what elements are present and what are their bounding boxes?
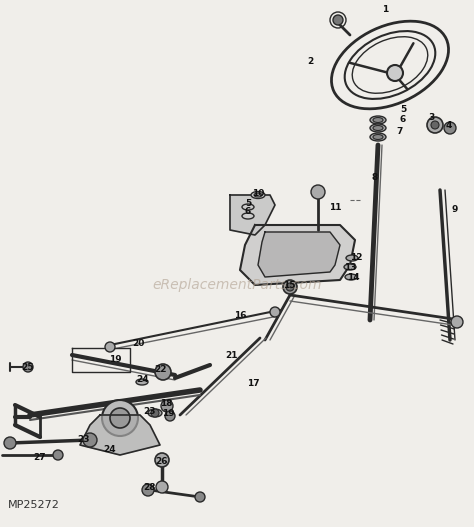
Polygon shape — [240, 225, 355, 285]
Polygon shape — [80, 415, 160, 455]
Circle shape — [102, 400, 138, 436]
Polygon shape — [258, 232, 340, 277]
Circle shape — [53, 450, 63, 460]
Text: 16: 16 — [234, 310, 246, 319]
Polygon shape — [230, 195, 275, 235]
Text: 4: 4 — [446, 121, 452, 130]
Circle shape — [311, 185, 325, 199]
Text: 5: 5 — [400, 105, 406, 114]
Text: 7: 7 — [397, 126, 403, 135]
Circle shape — [155, 364, 171, 380]
Text: 6: 6 — [400, 115, 406, 124]
Text: 28: 28 — [144, 483, 156, 492]
Circle shape — [387, 65, 403, 81]
Circle shape — [165, 411, 175, 421]
Circle shape — [161, 400, 173, 412]
Text: 17: 17 — [246, 378, 259, 387]
Circle shape — [286, 283, 294, 291]
Circle shape — [156, 481, 168, 493]
Circle shape — [83, 433, 97, 447]
Circle shape — [451, 316, 463, 328]
Text: 27: 27 — [34, 454, 46, 463]
Ellipse shape — [242, 204, 254, 210]
Ellipse shape — [136, 379, 148, 385]
Text: 8: 8 — [372, 173, 378, 182]
Circle shape — [270, 307, 280, 317]
Text: 19: 19 — [109, 356, 121, 365]
Text: 25: 25 — [22, 364, 34, 373]
Text: 14: 14 — [346, 272, 359, 281]
Text: 24: 24 — [137, 376, 149, 385]
Circle shape — [4, 437, 16, 449]
Text: 20: 20 — [132, 339, 144, 348]
Circle shape — [427, 117, 443, 133]
Circle shape — [333, 15, 343, 25]
Text: 2: 2 — [307, 57, 313, 66]
Ellipse shape — [242, 213, 254, 219]
Circle shape — [105, 342, 115, 352]
Text: 1: 1 — [382, 5, 388, 15]
Text: 23: 23 — [144, 407, 156, 416]
Text: 11: 11 — [329, 203, 341, 212]
Ellipse shape — [370, 124, 386, 132]
Text: 13: 13 — [344, 262, 356, 271]
Text: 24: 24 — [104, 445, 116, 454]
Circle shape — [431, 121, 439, 129]
Text: 10: 10 — [252, 189, 264, 198]
Text: 18: 18 — [160, 398, 172, 407]
Ellipse shape — [373, 125, 383, 131]
Text: 9: 9 — [452, 206, 458, 214]
Circle shape — [110, 408, 130, 428]
Text: 12: 12 — [350, 253, 362, 262]
Circle shape — [23, 362, 33, 372]
Ellipse shape — [373, 118, 383, 122]
Ellipse shape — [148, 409, 162, 417]
Text: MP25272: MP25272 — [8, 500, 60, 510]
Text: 22: 22 — [155, 366, 167, 375]
Ellipse shape — [251, 191, 265, 199]
Text: 26: 26 — [156, 456, 168, 465]
Ellipse shape — [254, 193, 262, 197]
Circle shape — [142, 484, 154, 496]
Circle shape — [283, 280, 297, 294]
Text: 21: 21 — [226, 350, 238, 359]
Ellipse shape — [373, 134, 383, 140]
Ellipse shape — [344, 264, 356, 270]
Circle shape — [155, 453, 169, 467]
Text: 6: 6 — [245, 208, 251, 217]
Text: 15: 15 — [283, 280, 295, 289]
Ellipse shape — [370, 116, 386, 124]
Text: 5: 5 — [245, 199, 251, 208]
Circle shape — [444, 122, 456, 134]
Text: 23: 23 — [78, 435, 90, 444]
Text: eReplacementParts.com: eReplacementParts.com — [152, 278, 322, 292]
Ellipse shape — [345, 274, 357, 280]
Ellipse shape — [370, 133, 386, 141]
Circle shape — [151, 409, 159, 417]
Text: 19: 19 — [162, 408, 174, 417]
Ellipse shape — [346, 255, 358, 261]
Circle shape — [195, 492, 205, 502]
Text: 3: 3 — [429, 113, 435, 122]
